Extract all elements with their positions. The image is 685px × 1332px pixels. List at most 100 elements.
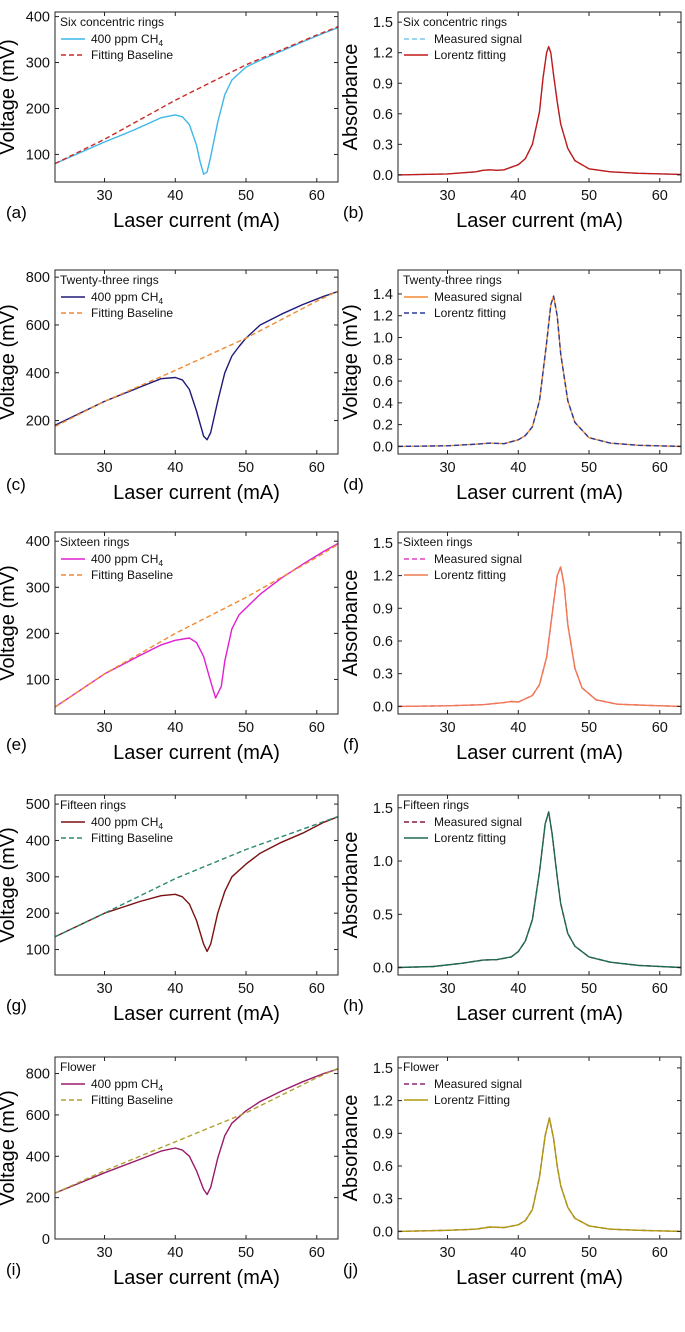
x-tick-label: 60 [309, 981, 325, 997]
panel-h: 30 40 50 60 0.0 0.5 1.0 1.5 Laser current (mA) Ab… [340, 794, 682, 1025]
y-tick-label: 300 [26, 56, 50, 72]
y-tick-label: 0.6 [373, 634, 393, 650]
y-axis-label: Absorbance [340, 44, 362, 151]
y-tick-label: 0.9 [373, 1126, 393, 1142]
legend-label-text: 400 ppm CH [91, 1077, 158, 1091]
y-tick-label: 100 [26, 943, 50, 959]
x-tick-label: 60 [652, 188, 668, 204]
legend-title: Twenty-three rings [403, 273, 502, 287]
y-axis-label: Voltage (mV) [0, 827, 19, 943]
legend-label-text: Measured signal [434, 552, 522, 566]
x-tick-label: 30 [439, 188, 455, 204]
y-tick-label: 0.9 [373, 76, 393, 92]
legend-label-text: 400 ppm CH [91, 815, 158, 829]
y-tick-label: 0.3 [373, 137, 393, 153]
x-axis-label: Laser current (mA) [456, 482, 623, 504]
x-tick-label: 50 [238, 188, 254, 204]
y-tick-label: 1.5 [373, 801, 393, 817]
x-axis-label: Laser current (mA) [113, 1003, 280, 1025]
x-tick-label: 60 [309, 1245, 325, 1261]
plot-frame [54, 11, 339, 183]
legend-label: Lorentz Fitting [434, 1093, 510, 1107]
x-tick-label: 30 [439, 720, 455, 736]
legend-label: Fitting Baseline [91, 48, 173, 62]
x-axis-label: Laser current (mA) [456, 742, 623, 764]
x-tick-label: 60 [652, 720, 668, 736]
y-tick-label: 0.0 [373, 699, 393, 715]
legend-label: Fitting Baseline [91, 306, 173, 320]
y-axis-label: Voltage (mV) [0, 1090, 19, 1206]
x-tick-label: 50 [238, 460, 254, 476]
legend-label-text: Lorentz Fitting [434, 1093, 510, 1107]
y-tick-label: 1.0 [373, 854, 393, 870]
legend-label: Measured signal [434, 32, 522, 46]
x-tick-label: 50 [581, 720, 597, 736]
x-axis-label: Laser current (mA) [113, 482, 280, 504]
y-tick-label: 0.0 [373, 168, 393, 184]
legend-title: Fifteen rings [403, 798, 469, 812]
series-line-1 [55, 290, 338, 428]
y-tick-label: 300 [26, 870, 50, 886]
y-tick-label: 400 [26, 366, 50, 382]
y-axis-label: Voltage (mV) [0, 304, 19, 420]
x-tick-label: 50 [238, 981, 254, 997]
y-tick-label: 0.0 [373, 961, 393, 977]
legend-label: 400 ppm CH4 [91, 32, 163, 48]
x-tick-label: 60 [652, 460, 668, 476]
y-tick-label: 200 [26, 101, 50, 117]
legend-title: Flower [60, 1060, 96, 1074]
plot-frame [397, 11, 682, 183]
panel-letter: (g) [6, 996, 27, 1015]
series-line-1 [398, 45, 681, 176]
series-line-1 [398, 811, 681, 969]
legend-label: 400 ppm CH4 [91, 815, 163, 831]
panel-letter: (a) [6, 203, 27, 222]
y-tick-label: 0.9 [373, 601, 393, 617]
panel-d: 30 40 50 60 0.0 0.2 0.4 0.6 0.8 1.0 1.2 1.4 Laser cu… [340, 269, 682, 504]
series-group [398, 1117, 681, 1233]
y-tick-label: 0.3 [373, 1192, 393, 1208]
y-tick-label: 0.3 [373, 667, 393, 683]
series-line-0 [55, 1068, 338, 1196]
legend-label-text: Fitting Baseline [91, 306, 173, 320]
legend-label-text: Measured signal [434, 290, 522, 304]
x-tick-label: 40 [510, 720, 526, 736]
y-tick-label: 0.6 [373, 374, 393, 390]
x-axis-label: Laser current (mA) [456, 210, 623, 232]
panel-j: 30 40 50 60 0.0 0.3 0.6 0.9 1.2 1.5 Laser current … [340, 1056, 682, 1289]
x-tick-label: 30 [439, 981, 455, 997]
y-tick-label: 0.5 [373, 907, 393, 923]
legend-label-text: Measured signal [434, 1077, 522, 1091]
y-tick-label: 0.6 [373, 107, 393, 123]
y-tick-label: 1.5 [373, 15, 393, 31]
series-line-0 [55, 816, 338, 953]
y-tick-label: 800 [26, 270, 50, 286]
panel-letter: (e) [6, 735, 27, 754]
legend-label: Lorentz fitting [434, 48, 506, 62]
legend-label: 400 ppm CH4 [91, 290, 163, 306]
plot-frame [397, 794, 682, 976]
x-tick-label: 30 [96, 1245, 112, 1261]
legend-label-text: Fitting Baseline [91, 48, 173, 62]
series-group [398, 811, 681, 969]
series-line-1 [55, 543, 338, 708]
legend-title: Fifteen rings [60, 798, 126, 812]
panel-g: 30 40 50 60 100 200 300 400 500 Laser current (mA… [0, 794, 339, 1025]
x-axis-label: Laser current (mA) [456, 1003, 623, 1025]
legend-label-text: Lorentz fitting [434, 306, 506, 320]
legend-label: Lorentz fitting [434, 568, 506, 582]
y-tick-label: 100 [26, 147, 50, 163]
x-tick-label: 50 [581, 981, 597, 997]
panel-e: 30 40 50 60 100 200 300 400 Laser current (mA) Vo… [0, 531, 339, 764]
x-tick-label: 40 [167, 188, 183, 204]
series-line-0 [55, 26, 338, 175]
x-tick-label: 50 [238, 1245, 254, 1261]
x-tick-label: 30 [96, 188, 112, 204]
series-group [55, 1067, 338, 1196]
legend-label-subscript: 4 [158, 38, 163, 48]
x-axis-label: Laser current (mA) [113, 1267, 280, 1289]
panel-letter: (f) [343, 735, 359, 754]
panel-letter: (c) [6, 475, 26, 494]
legend-label-text: Measured signal [434, 815, 522, 829]
